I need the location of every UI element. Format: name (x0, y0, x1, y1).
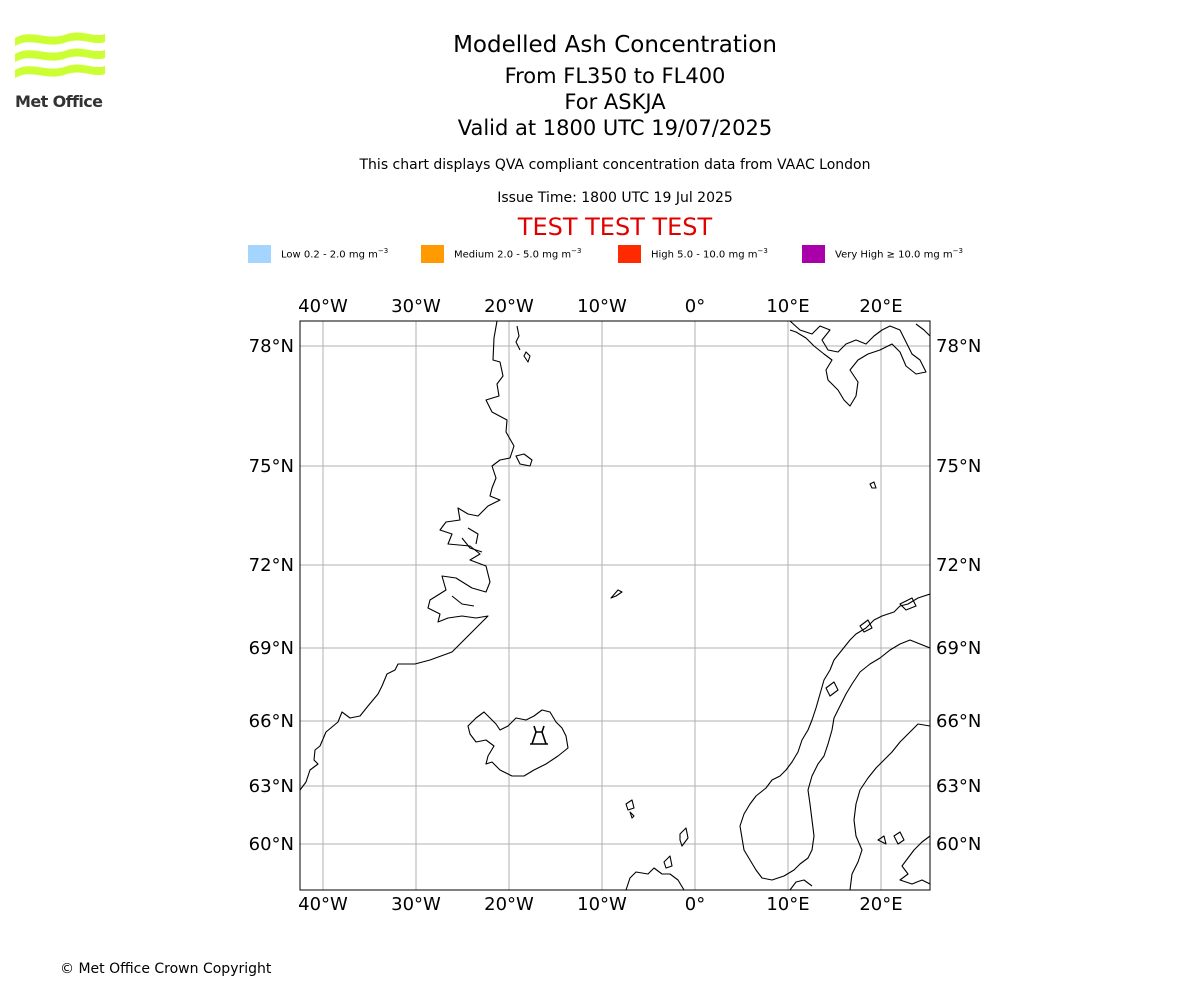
lat-label: 63°N (936, 776, 981, 797)
lon-label: 30°W (391, 296, 441, 317)
volcano-icon (530, 725, 548, 745)
lon-label: 10°E (766, 894, 809, 915)
logo-text: Met Office (15, 92, 103, 111)
lat-label: 66°N (249, 711, 294, 732)
coast-greenland-island (515, 453, 533, 467)
flight-level-range: From FL350 to FL400 (504, 64, 726, 88)
coast-greenland (300, 321, 515, 791)
lon-label: 20°W (484, 894, 534, 915)
coast-baltic-islands (877, 835, 887, 845)
met-office-waves-icon (15, 32, 105, 78)
coast-shetland (679, 827, 689, 847)
legend-item-high: High 5.0 - 10.0 mg m−3 (618, 244, 768, 264)
lon-label: 30°W (391, 894, 441, 915)
lon-label: 10°W (577, 296, 627, 317)
map-frame (299, 320, 931, 891)
lat-label: 78°N (936, 336, 981, 357)
lat-label: 78°N (249, 336, 294, 357)
valid-time: Valid at 1800 UTC 19/07/2025 (457, 116, 773, 140)
lat-label: 75°N (936, 456, 981, 477)
coast-svalbard-island (915, 323, 930, 337)
legend-swatch (248, 245, 271, 263)
longitude-labels-top: 40°W 30°W 20°W 10°W 0° 10°E 20°E (298, 296, 902, 317)
coast-baltic (899, 835, 930, 885)
coast-norway-islands (859, 619, 873, 633)
lat-label: 63°N (249, 776, 294, 797)
issue-time: Issue Time: 1800 UTC 19 Jul 2025 (497, 190, 733, 206)
legend-item-low: Low 0.2 - 2.0 mg m−3 (248, 244, 388, 264)
legend-label: Very High ≥ 10.0 mg m−3 (835, 247, 963, 261)
lon-label: 10°W (577, 894, 627, 915)
coast-greenland-fjord (461, 537, 483, 553)
lon-label: 40°W (298, 894, 348, 915)
coast-faroe (629, 811, 635, 819)
lon-label: 10°E (766, 296, 809, 317)
legend-label: High 5.0 - 10.0 mg m−3 (651, 247, 768, 261)
lon-label: 20°W (484, 296, 534, 317)
met-office-logo: Met Office (12, 30, 112, 112)
concentration-legend: Low 0.2 - 2.0 mg m−3 Medium 2.0 - 5.0 mg… (0, 244, 1200, 264)
coast-scotland (625, 867, 685, 890)
volcano-name: For ASKJA (564, 90, 666, 114)
lon-label: 20°E (859, 296, 902, 317)
coastlines (300, 321, 930, 890)
legend-item-very-high: Very High ≥ 10.0 mg m−3 (802, 244, 963, 264)
coast-sweden (849, 723, 930, 890)
test-banner: TEST TEST TEST (517, 213, 713, 241)
latitude-labels-right: 78°N 75°N 72°N 69°N 66°N 63°N 60°N (936, 336, 981, 855)
coast-greenland-fjord (467, 527, 479, 545)
lon-label: 40°W (298, 296, 348, 317)
legend-swatch (618, 245, 641, 263)
coast-norway (739, 593, 930, 881)
copyright: © Met Office Crown Copyright (60, 961, 272, 977)
coast-greenland-fjord (451, 595, 475, 607)
lon-label: 0° (685, 296, 705, 317)
legend-label: Medium 2.0 - 5.0 mg m−3 (454, 247, 582, 261)
lat-label: 72°N (936, 555, 981, 576)
latitude-labels-left: 78°N 75°N 72°N 69°N 66°N 63°N 60°N (249, 336, 294, 855)
coast-iceland (467, 709, 569, 777)
coast-norway-islands (899, 597, 917, 611)
legend-item-medium: Medium 2.0 - 5.0 mg m−3 (421, 244, 581, 264)
lat-label: 66°N (936, 711, 981, 732)
coast-norway-islands (825, 681, 839, 697)
chart-titles: Modelled Ash Concentration From FL350 to… (215, 30, 1015, 207)
coast-scotland (663, 855, 673, 869)
legend-swatch (802, 245, 825, 263)
lat-label: 75°N (249, 456, 294, 477)
chart-title: Modelled Ash Concentration (453, 32, 777, 58)
lat-label: 69°N (249, 638, 294, 659)
map-gridlines (300, 321, 930, 890)
coast-denmark (789, 879, 813, 890)
chart-description: This chart displays QVA compliant concen… (359, 157, 871, 173)
lat-label: 60°N (936, 834, 981, 855)
coast-baltic-islands (893, 831, 905, 845)
lat-label: 60°N (249, 834, 294, 855)
lon-label: 20°E (859, 894, 902, 915)
lon-label: 0° (685, 894, 705, 915)
longitude-labels-bottom: 40°W 30°W 20°W 10°W 0° 10°E 20°E (298, 894, 902, 915)
coast-greenland-fjord (515, 325, 521, 351)
legend-label: Low 0.2 - 2.0 mg m−3 (281, 247, 389, 261)
lat-label: 72°N (249, 555, 294, 576)
coast-faroe (625, 799, 635, 811)
legend-swatch (421, 245, 444, 263)
coast-jan-mayen (610, 589, 623, 599)
coast-bear-island (869, 481, 877, 489)
lat-label: 69°N (936, 638, 981, 659)
coast-svalbard (789, 321, 927, 407)
coast-greenland-island (523, 351, 531, 363)
